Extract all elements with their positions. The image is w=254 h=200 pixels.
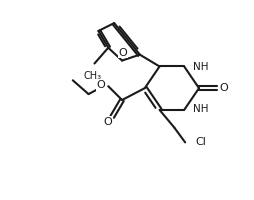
Text: Cl: Cl <box>195 137 206 147</box>
Text: CH₃: CH₃ <box>83 71 102 81</box>
Text: O: O <box>119 48 128 58</box>
Text: O: O <box>103 117 112 127</box>
Text: O: O <box>219 83 228 93</box>
Text: NH: NH <box>193 62 209 72</box>
Text: O: O <box>97 80 105 90</box>
Text: NH: NH <box>193 104 209 114</box>
